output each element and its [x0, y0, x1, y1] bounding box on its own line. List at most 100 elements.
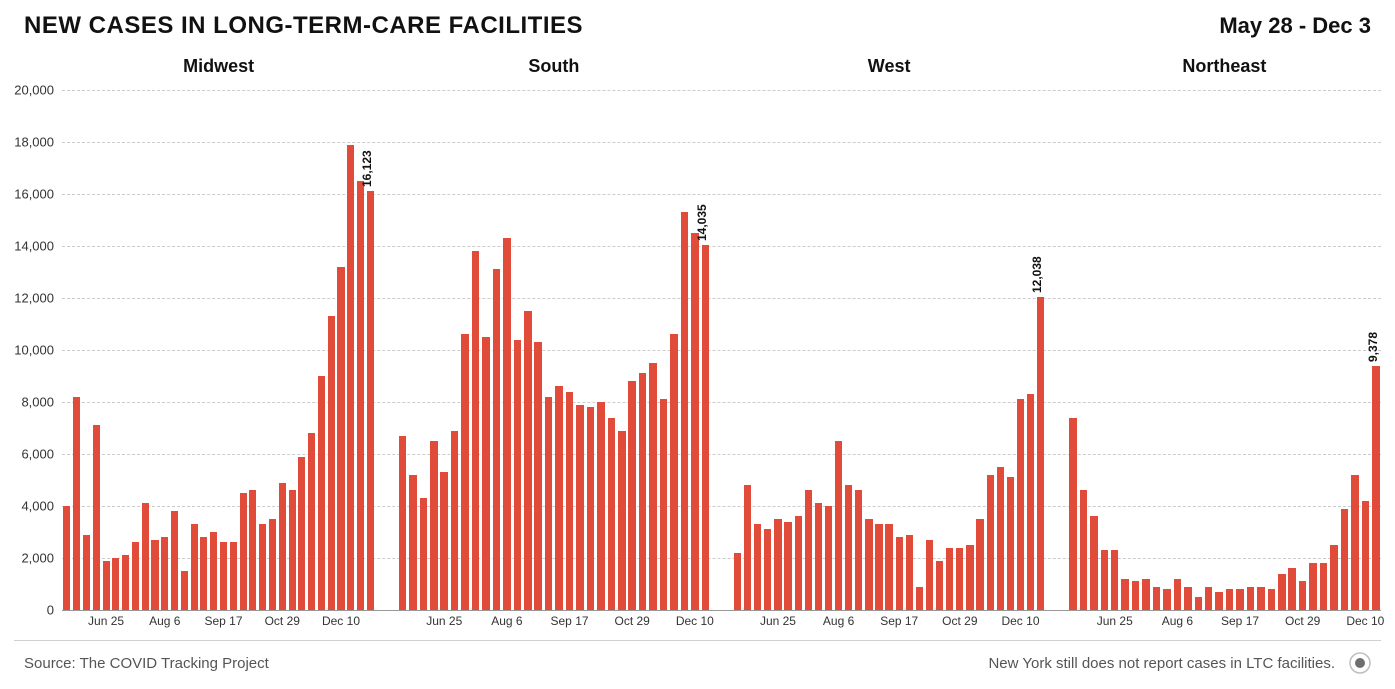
chart-title: NEW CASES IN LONG-TERM-CARE FACILITIES — [24, 12, 583, 40]
bar — [93, 425, 100, 610]
y-tick-label: 14,000 — [14, 239, 54, 254]
bar — [764, 529, 771, 610]
bar — [1080, 490, 1088, 610]
bar — [1288, 568, 1296, 610]
bar — [1299, 581, 1307, 610]
bar — [1236, 589, 1244, 610]
y-tick-label: 10,000 — [14, 343, 54, 358]
bar — [1007, 477, 1014, 610]
bar — [200, 537, 207, 610]
x-tick-label: Sep 17 — [551, 614, 589, 628]
last-value-label: 12,038 — [1030, 256, 1044, 293]
last-value-label: 9,378 — [1366, 332, 1380, 362]
bar — [440, 472, 448, 610]
bar — [1205, 587, 1213, 610]
bar — [220, 542, 227, 610]
bar — [259, 524, 266, 610]
bar — [875, 524, 882, 610]
y-tick-label: 2,000 — [21, 551, 54, 566]
bar — [171, 511, 178, 610]
bar — [784, 522, 791, 610]
bar — [815, 503, 822, 610]
bar — [409, 475, 417, 610]
bar — [618, 431, 626, 610]
bar — [566, 392, 574, 610]
bar — [734, 553, 741, 610]
bar — [1111, 550, 1119, 610]
bar — [855, 490, 862, 610]
bar — [926, 540, 933, 610]
x-tick-label: Dec 10 — [1346, 614, 1384, 628]
source-text: Source: The COVID Tracking Project — [24, 655, 269, 672]
x-tick-label: Aug 6 — [491, 614, 522, 628]
bar — [1069, 418, 1077, 610]
bar — [279, 483, 286, 610]
x-tick-label: Jun 25 — [426, 614, 462, 628]
bar — [976, 519, 983, 610]
bar — [845, 485, 852, 610]
bar — [597, 402, 605, 610]
bar — [966, 545, 973, 610]
bar — [1330, 545, 1338, 610]
bar — [628, 381, 636, 610]
bar — [754, 524, 761, 610]
bar — [1309, 563, 1317, 610]
bar — [997, 467, 1004, 610]
bar — [946, 548, 953, 610]
bar — [936, 561, 943, 610]
bar — [482, 337, 490, 610]
bar — [555, 386, 563, 610]
panel-title: Northeast — [1068, 56, 1381, 77]
bar — [1153, 587, 1161, 610]
bar — [1278, 574, 1286, 610]
bar — [681, 212, 689, 610]
bar — [1037, 297, 1044, 610]
bar — [367, 191, 374, 610]
bar — [649, 363, 657, 610]
bar — [1101, 550, 1109, 610]
x-tick-label: Dec 10 — [676, 614, 714, 628]
bar — [63, 506, 70, 610]
bars: 14,035 — [397, 90, 710, 610]
bar — [1257, 587, 1265, 610]
bar — [122, 555, 129, 610]
bar — [896, 537, 903, 610]
x-tick-label: Oct 29 — [1285, 614, 1320, 628]
bar — [191, 524, 198, 610]
bar — [337, 267, 344, 610]
logo-icon — [1349, 652, 1371, 674]
bar — [289, 490, 296, 610]
bar — [835, 441, 842, 610]
x-tick-label: Aug 6 — [149, 614, 180, 628]
bar — [825, 506, 832, 610]
y-tick-label: 4,000 — [21, 499, 54, 514]
y-tick-label: 18,000 — [14, 135, 54, 150]
bar — [1341, 509, 1349, 610]
x-tick-label: Aug 6 — [1162, 614, 1193, 628]
bar — [1215, 592, 1223, 610]
bar — [240, 493, 247, 610]
bar — [210, 532, 217, 610]
bar — [298, 457, 305, 610]
bars: 12,038 — [733, 90, 1046, 610]
panel-title: South — [397, 56, 710, 77]
bar — [906, 535, 913, 610]
bar — [1163, 589, 1171, 610]
bar — [1247, 587, 1255, 610]
y-tick-label: 6,000 — [21, 447, 54, 462]
bar — [461, 334, 469, 610]
bar — [161, 537, 168, 610]
bar — [1174, 579, 1182, 610]
bar — [702, 245, 710, 610]
bar — [83, 535, 90, 610]
date-range: May 28 - Dec 3 — [1219, 13, 1371, 39]
bar — [1017, 399, 1024, 610]
panel: 9,378 — [1068, 90, 1381, 610]
bar — [451, 431, 459, 610]
x-axis: Jun 25 Aug 6 Sep 17 Oct 29 Dec 10 Jun 25 Aug 6… — [62, 614, 1381, 634]
x-tick-label: Sep 17 — [1221, 614, 1259, 628]
bar — [1195, 597, 1203, 610]
x-tick-label: Jun 25 — [760, 614, 796, 628]
bar — [660, 399, 668, 610]
y-tick-label: 8,000 — [21, 395, 54, 410]
